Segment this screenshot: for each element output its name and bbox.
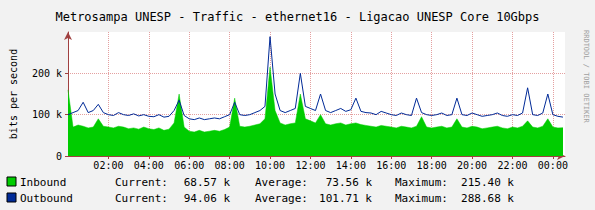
svg-text:100 k: 100 k [32, 109, 62, 120]
svg-text:08:00: 08:00 [215, 160, 245, 171]
svg-text:Average:: Average: [255, 176, 308, 189]
svg-text:00:00: 00:00 [538, 160, 568, 171]
svg-text:Outbound: Outbound [20, 192, 73, 205]
svg-text:04:00: 04:00 [134, 160, 164, 171]
svg-text:14:00: 14:00 [336, 160, 366, 171]
svg-text:10:00: 10:00 [255, 160, 285, 171]
svg-text:Current:: Current: [115, 192, 168, 205]
svg-text:18:00: 18:00 [417, 160, 447, 171]
svg-text:Metrosampa UNESP - Traffic - e: Metrosampa UNESP - Traffic - ethernet16 … [55, 10, 539, 24]
svg-text:02:00: 02:00 [93, 160, 123, 171]
svg-text:12:00: 12:00 [295, 160, 325, 171]
svg-text:288.68 k: 288.68 k [461, 192, 514, 205]
svg-text:bits per second: bits per second [8, 49, 19, 139]
svg-text:Inbound: Inbound [20, 176, 66, 189]
svg-text:Average:: Average: [255, 192, 308, 205]
svg-text:215.40 k: 215.40 k [461, 176, 514, 189]
svg-text:101.71 k: 101.71 k [319, 192, 372, 205]
svg-text:16:00: 16:00 [376, 160, 406, 171]
svg-text:68.57 k: 68.57 k [184, 176, 231, 189]
svg-text:Maximum:: Maximum: [395, 192, 448, 205]
svg-text:RRDTOOL / TOBI OETIKER: RRDTOOL / TOBI OETIKER [582, 30, 590, 124]
svg-text:Current:: Current: [115, 176, 168, 189]
svg-text:94.06 k: 94.06 k [184, 192, 231, 205]
svg-text:73.56 k: 73.56 k [326, 176, 373, 189]
svg-text:0: 0 [56, 151, 62, 162]
svg-text:06:00: 06:00 [174, 160, 204, 171]
svg-text:22:00: 22:00 [497, 160, 527, 171]
svg-text:20:00: 20:00 [457, 160, 487, 171]
svg-text:Maximum:: Maximum: [395, 176, 448, 189]
svg-text:200 k: 200 k [32, 68, 62, 79]
